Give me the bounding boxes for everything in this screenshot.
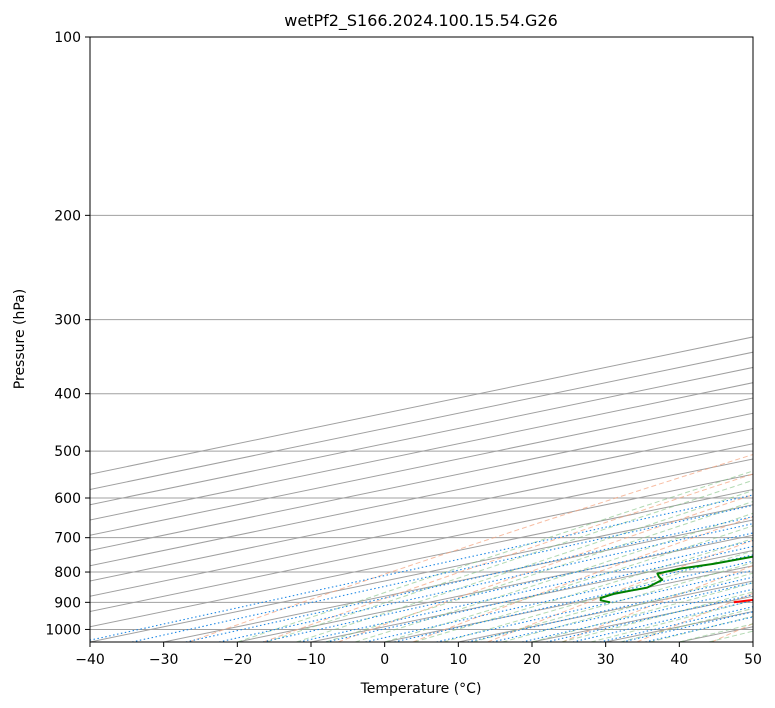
moist-adiabat <box>649 615 753 642</box>
mixing-ratio-line <box>90 494 753 641</box>
mixing-ratio-line <box>546 594 753 642</box>
y-tick-label: 100 <box>54 30 81 46</box>
isotherm-gridline <box>90 488 753 628</box>
series-layer <box>599 555 753 604</box>
moist-adiabat <box>443 550 753 642</box>
moist-adiabat <box>266 479 753 642</box>
mixing-ratio-line <box>645 616 753 642</box>
isotherm-gridline <box>90 458 753 597</box>
isotherm-gridline <box>752 641 753 642</box>
x-tick-label: 40 <box>670 652 688 668</box>
y-axis: 100 200 300 400 500 600 700 800 900 1000 <box>45 30 90 638</box>
x-tick-label: −30 <box>149 652 179 668</box>
isotherm-gridline <box>458 580 753 642</box>
x-axis: −40 −30 −20 −10 0 10 20 30 40 50 <box>75 642 762 668</box>
y-tick-label: 200 <box>54 208 81 224</box>
isotherm-gridline <box>90 366 753 506</box>
y-tick-label: 800 <box>54 565 81 581</box>
y-tick-label: 700 <box>54 531 81 547</box>
dry-adiabat <box>562 565 753 642</box>
chart-title: wetPf2_S166.2024.100.15.54.G26 <box>284 11 558 31</box>
mixing-ratio-line <box>262 532 753 642</box>
isotherm-gridline <box>679 626 753 642</box>
moist-adiabat <box>413 538 753 642</box>
isotherm-gridline <box>90 412 753 551</box>
moist-adiabat <box>355 512 753 642</box>
dry-adiabat <box>188 453 753 642</box>
dry-adiabat <box>263 473 753 642</box>
isotherm-gridline <box>237 534 753 642</box>
moist-adiabat <box>237 470 753 642</box>
y-tick-label: 300 <box>54 313 81 329</box>
mixing-ratio-line <box>622 611 753 642</box>
x-tick-label: 20 <box>523 652 541 668</box>
mixing-ratio-line <box>218 523 753 642</box>
y-tick-label: 600 <box>54 491 81 507</box>
dry-adiabat <box>412 516 753 642</box>
isotherm-gridline <box>384 565 753 642</box>
dry-adiabat <box>338 494 753 642</box>
x-tick-label: 30 <box>597 652 615 668</box>
background-lines <box>90 37 753 642</box>
dry-adiabat <box>711 623 753 642</box>
isotherm-gridline <box>90 473 753 613</box>
y-tick-label: 1000 <box>45 622 81 638</box>
mixing-ratio-line <box>365 554 753 642</box>
mixing-ratio-line <box>599 606 753 642</box>
mixing-ratio-line <box>185 516 753 642</box>
y-tick-label: 900 <box>54 595 81 611</box>
dewpoint-profile-line <box>599 555 753 604</box>
x-tick-label: 10 <box>449 652 467 668</box>
y-axis-label: Pressure (hPa) <box>12 289 28 389</box>
moist-adiabat <box>679 623 753 642</box>
dry-adiabat <box>636 592 753 642</box>
moist-adiabat <box>384 525 753 642</box>
isotherm-gridline <box>90 397 753 536</box>
mixing-ratio-line <box>131 504 753 642</box>
moist-adiabat <box>325 500 753 642</box>
x-axis-label: Temperature (°C) <box>360 681 482 697</box>
isotherm-gridline <box>163 519 753 642</box>
x-tick-label: 50 <box>744 652 762 668</box>
x-tick-label: −40 <box>75 652 105 668</box>
y-tick-label: 500 <box>54 444 81 460</box>
moist-adiabat <box>531 582 753 642</box>
isotherm-gridline <box>90 336 753 475</box>
plot-frame <box>89 36 754 643</box>
x-tick-label: 0 <box>380 652 389 668</box>
isotherm-gridline <box>90 504 753 642</box>
x-tick-label: −10 <box>296 652 326 668</box>
moist-adiabat <box>472 562 753 642</box>
x-tick-label: −20 <box>223 652 253 668</box>
isotherm-gridline <box>90 351 753 490</box>
y-tick-label: 400 <box>54 387 81 403</box>
mixing-ratio-line <box>572 600 753 642</box>
isotherm-gridline <box>90 427 753 567</box>
isotherm-gridline <box>90 443 753 582</box>
dry-adiabat <box>487 539 753 642</box>
isotherm-gridline <box>90 382 753 521</box>
moist-adiabat <box>296 489 753 642</box>
